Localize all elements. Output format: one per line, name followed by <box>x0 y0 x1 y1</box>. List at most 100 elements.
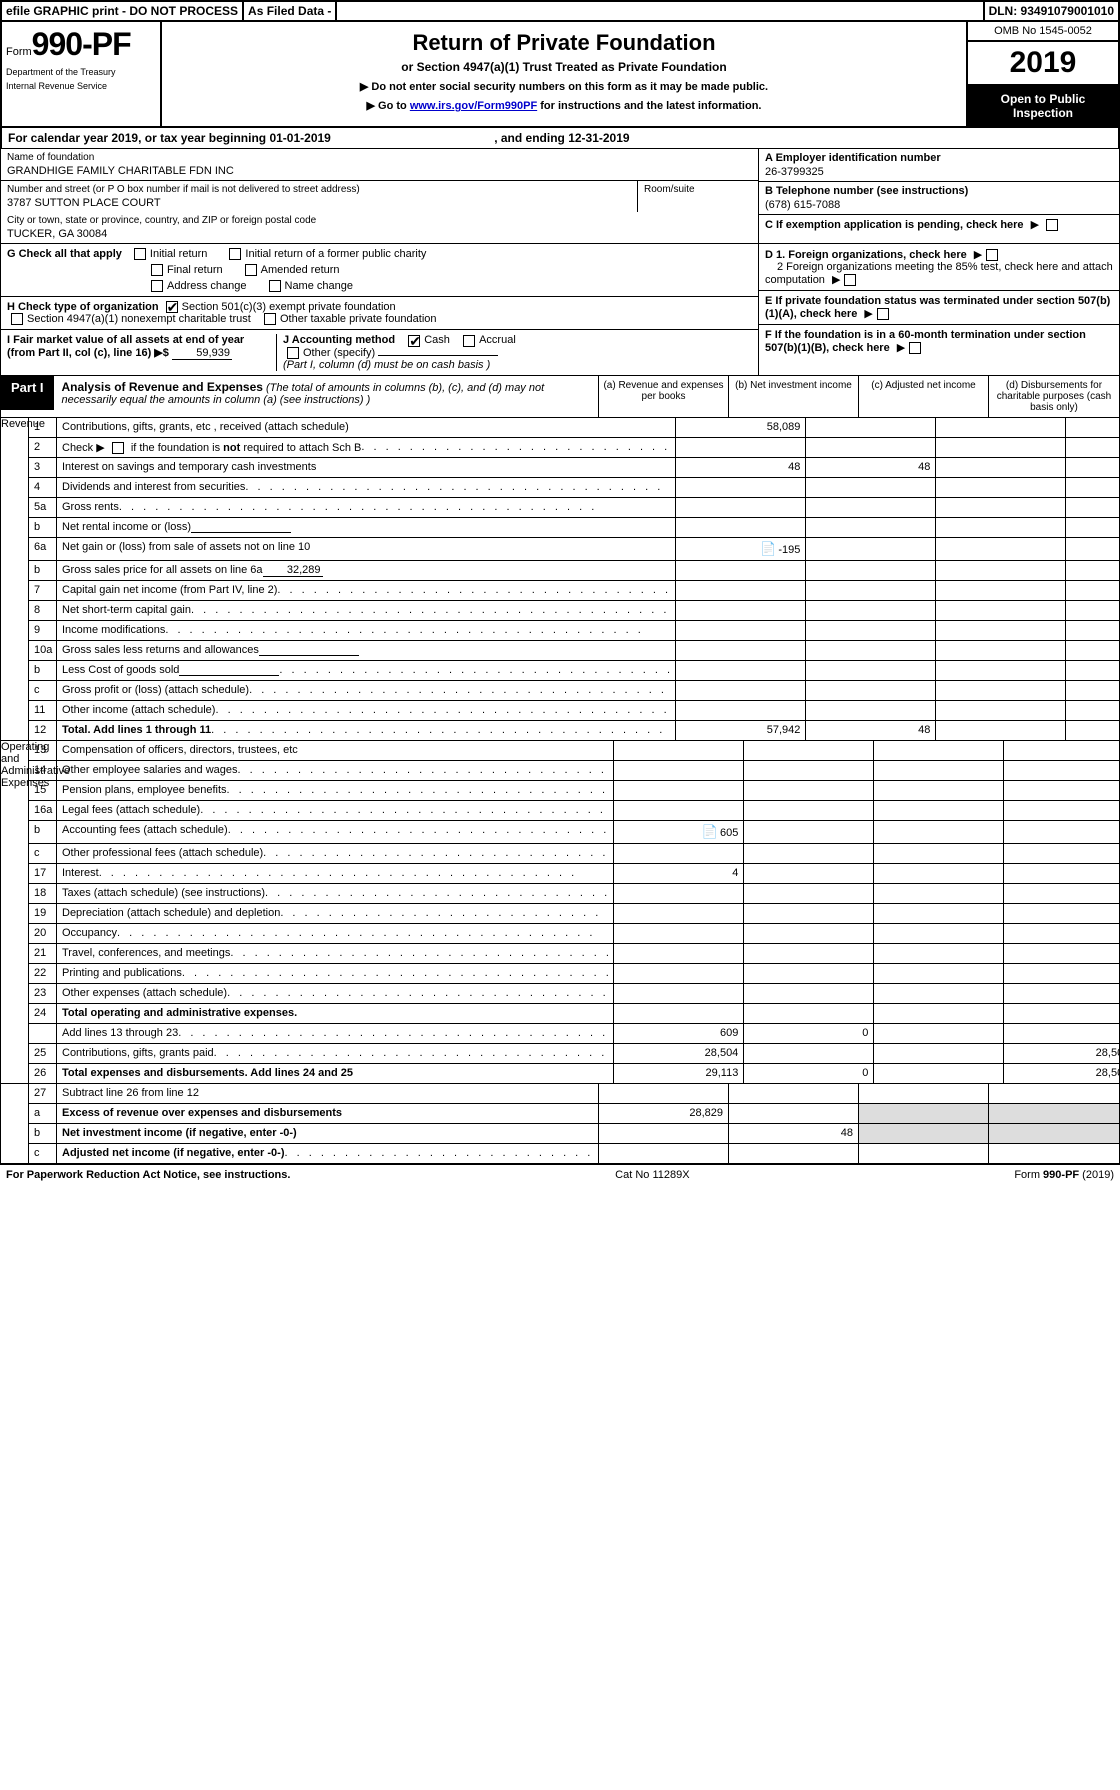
g-initial-checkbox[interactable] <box>134 248 146 260</box>
h-label: H Check type of organization <box>7 301 159 313</box>
col-d-value <box>1066 681 1120 701</box>
h-other-checkbox[interactable] <box>264 313 276 325</box>
h-row: H Check type of organization Section 501… <box>1 297 758 330</box>
line-desc: Other professional fees (attach schedule… <box>57 844 614 864</box>
g-initial-former-checkbox[interactable] <box>229 248 241 260</box>
dot-leader <box>182 967 608 979</box>
col-d-value <box>1004 761 1120 781</box>
col-b-value <box>806 561 936 581</box>
line-number: 8 <box>29 601 57 621</box>
inline-blank <box>179 664 279 676</box>
inline-value: 32,289 <box>263 564 323 577</box>
col-d-value: 0 <box>1004 1024 1120 1044</box>
line-desc: Taxes (attach schedule) (see instruction… <box>57 884 614 904</box>
col-a-value <box>676 438 806 458</box>
h-501c3-checkbox[interactable] <box>166 301 178 313</box>
j-cash: Cash <box>424 334 450 346</box>
j-other-blank <box>378 355 498 356</box>
col-c-value <box>874 844 1004 864</box>
instr-1: ▶ Do not enter social security numbers o… <box>166 80 962 93</box>
col-d-value <box>1004 884 1120 904</box>
col-c-value <box>874 964 1004 984</box>
dot-leader <box>263 847 608 859</box>
d1-checkbox[interactable] <box>986 249 998 261</box>
net-section: 27Subtract line 26 from line 12aExcess o… <box>0 1084 1120 1164</box>
col-a-value <box>614 984 744 1004</box>
line-number: 21 <box>29 944 57 964</box>
line-desc: Net rental income or (loss) <box>57 518 676 538</box>
sch-b-checkbox[interactable] <box>112 442 124 454</box>
col-b-value: 0 <box>744 1024 874 1044</box>
attachment-icon[interactable]: 📄 <box>760 541 776 557</box>
col-c-value <box>874 741 1004 761</box>
col-c-value <box>874 821 1004 844</box>
line-number: 24 <box>29 1004 57 1024</box>
j-other-checkbox[interactable] <box>287 347 299 359</box>
line-number: 23 <box>29 984 57 1004</box>
e-checkbox[interactable] <box>877 308 889 320</box>
line-number: 26 <box>29 1064 57 1084</box>
line-number: 20 <box>29 924 57 944</box>
line-desc: Depreciation (attach schedule) and deple… <box>57 904 614 924</box>
col-d-value <box>1066 621 1120 641</box>
col-a-value <box>599 1124 729 1144</box>
foundation-name: GRANDHIGE FAMILY CHARITABLE FDN INC <box>7 165 752 177</box>
f-checkbox[interactable] <box>909 342 921 354</box>
col-c-header: (c) Adjusted net income <box>859 376 989 418</box>
d2-checkbox[interactable] <box>844 274 856 286</box>
dot-leader <box>117 927 608 939</box>
spacer-cell <box>1 1084 29 1164</box>
col-a-value: 28,504 <box>614 1044 744 1064</box>
col-c-value <box>874 1044 1004 1064</box>
col-a-value: 📄605 <box>614 821 744 844</box>
calendar-year-row: For calendar year 2019, or tax year begi… <box>0 128 1120 149</box>
dot-leader <box>215 704 670 716</box>
col-d-value <box>1004 821 1120 844</box>
attachment-icon[interactable]: 📄 <box>702 824 718 840</box>
col-c-value <box>936 701 1066 721</box>
city-label: City or town, state or province, country… <box>7 215 752 226</box>
top-bar: efile GRAPHIC print - DO NOT PROCESS As … <box>0 0 1120 22</box>
g-addr-checkbox[interactable] <box>151 280 163 292</box>
j-cash-checkbox[interactable] <box>408 335 420 347</box>
col-d-value <box>1066 601 1120 621</box>
col-b-value <box>806 621 936 641</box>
phone-value: (678) 615-7088 <box>765 199 1113 211</box>
col-b-value <box>806 478 936 498</box>
col-a-value: 57,942 <box>676 721 806 741</box>
col-d-value <box>1004 1004 1120 1024</box>
name-label: Name of foundation <box>7 152 752 163</box>
dot-leader <box>99 867 609 879</box>
dept-treasury: Department of the Treasury <box>6 67 156 77</box>
exemption-row: C If exemption application is pending, c… <box>759 215 1119 234</box>
line-desc: Less Cost of goods sold <box>57 661 676 681</box>
line-desc: Income modifications <box>57 621 676 641</box>
col-b-value: 0 <box>744 1064 874 1084</box>
col-a-value: 29,113 <box>614 1064 744 1084</box>
g-final-checkbox[interactable] <box>151 264 163 276</box>
col-c-value <box>936 498 1066 518</box>
inline-blank <box>191 521 291 533</box>
c-checkbox[interactable] <box>1046 219 1058 231</box>
line-number: c <box>29 681 57 701</box>
header-right: OMB No 1545-0052 2019 Open to Public Ins… <box>968 22 1118 126</box>
line-desc: Total. Add lines 1 through 11 <box>57 721 676 741</box>
line-number: 1 <box>29 418 57 438</box>
check-block: G Check all that apply Initial return In… <box>0 244 1120 376</box>
col-d-value <box>1066 478 1120 498</box>
j-accrual-checkbox[interactable] <box>463 335 475 347</box>
col-a-value <box>676 681 806 701</box>
dot-leader <box>249 684 670 696</box>
h-4947-checkbox[interactable] <box>11 313 23 325</box>
line-desc: Contributions, gifts, grants paid <box>57 1044 614 1064</box>
col-c-value <box>874 1064 1004 1084</box>
line-desc: Gross sales less returns and allowances <box>57 641 676 661</box>
g-amended-checkbox[interactable] <box>245 264 257 276</box>
col-b-value <box>744 741 874 761</box>
dot-leader <box>191 604 670 616</box>
col-c-value <box>874 801 1004 821</box>
g-name-checkbox[interactable] <box>269 280 281 292</box>
col-d-value <box>1066 721 1120 741</box>
col-c-value <box>936 681 1066 701</box>
irs-link[interactable]: www.irs.gov/Form990PF <box>410 100 537 112</box>
